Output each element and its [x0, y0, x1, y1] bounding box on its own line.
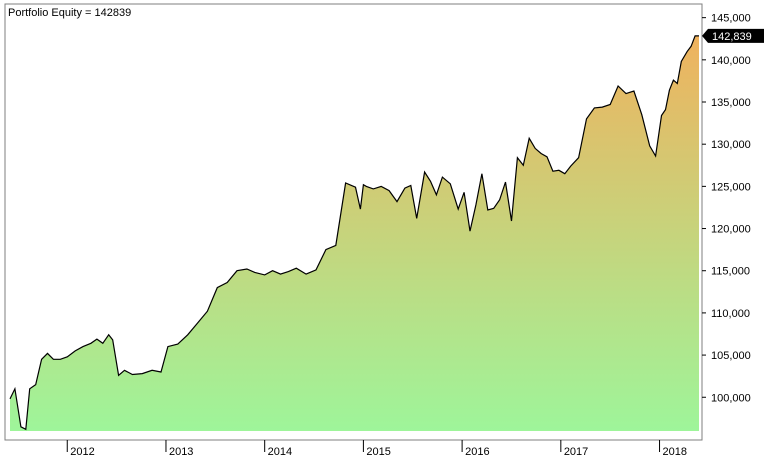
y-tick-label: 120,000	[711, 224, 751, 236]
x-axis-ticks: 2012 2013 2014 2015 2016 2017 2018	[66, 440, 687, 458]
chart-title: Portfolio Equity = 142839	[8, 7, 131, 19]
y-tick-label: 100,000	[711, 392, 751, 404]
equity-area	[10, 35, 699, 432]
equity-line	[9, 35, 699, 431]
last-value-label: 142,839	[712, 31, 752, 43]
x-tick-label: 2017	[564, 446, 588, 458]
y-tick-label: 110,000	[711, 308, 750, 320]
y-tick-label: 145,000	[711, 13, 751, 25]
y-tick-label: 125,000	[711, 181, 751, 193]
x-tick-label: 2014	[268, 446, 292, 458]
last-value-badge	[702, 28, 764, 43]
last-value-marker: 142,839	[702, 28, 764, 43]
x-tick-label: 2013	[169, 446, 193, 458]
y-tick-label: 115,000	[711, 266, 750, 278]
y-tick-label: 105,000	[711, 350, 751, 362]
y-axis-ticks: 100,000 105,000 110,000 115,000 120,000 125,0…	[702, 13, 751, 404]
x-tick-label: 2015	[366, 446, 390, 458]
y-tick-label: 130,000	[711, 139, 751, 151]
y-tick-label: 140,000	[711, 55, 751, 67]
y-tick-label: 135,000	[711, 97, 751, 109]
x-tick-label: 2016	[465, 446, 489, 458]
x-tick-label: 2018	[663, 446, 687, 458]
x-tick-label: 2012	[70, 446, 94, 458]
